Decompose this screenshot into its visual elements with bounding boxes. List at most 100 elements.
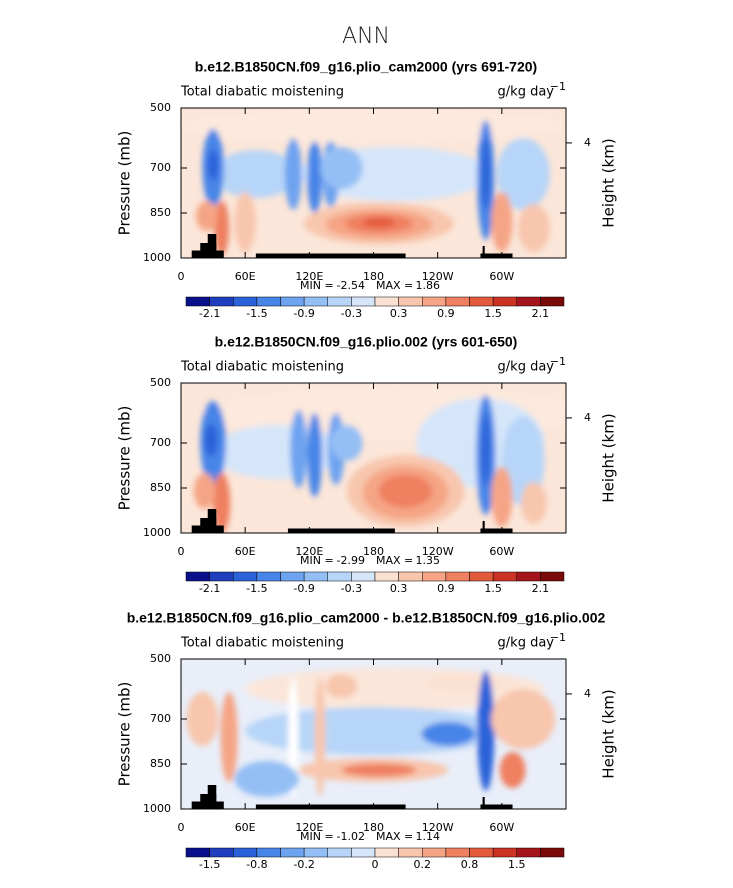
colorbar-box (492, 296, 517, 307)
colorbar-label: 0.9 (437, 582, 455, 595)
contour-region (477, 671, 495, 791)
min-value: -2.54 (337, 279, 365, 292)
contour-region (491, 467, 513, 527)
colorbar-box (209, 847, 234, 858)
contour-region (320, 147, 363, 189)
contour-region (362, 217, 395, 228)
contour-region (213, 473, 231, 533)
contour-region (496, 138, 550, 210)
contour-field (181, 108, 566, 258)
x-tick-label: 120E (295, 545, 323, 558)
x-tick-label: 0 (178, 270, 185, 283)
colorbar-box (398, 847, 423, 858)
contour-region (307, 413, 323, 497)
contour-shapes (181, 108, 566, 255)
colorbar-box (185, 571, 210, 582)
colorbar-box (422, 296, 447, 307)
x-tick-label: 120W (422, 545, 454, 558)
y2-axis-label: Height (km) (600, 138, 618, 227)
colorbar-label: -1.5 (199, 858, 220, 871)
colorbar-label: -0.2 (293, 858, 314, 871)
colorbar-label: -2.1 (199, 582, 220, 595)
colorbar-label: 1.5 (484, 307, 502, 320)
topography (480, 528, 513, 533)
x-tick-label: 180 (363, 545, 384, 558)
x-tick-label: 60E (235, 821, 256, 834)
colorbar-box (422, 571, 447, 582)
contour-region (284, 138, 302, 210)
colorbar-label: -0.8 (246, 858, 267, 871)
colorbar-box (233, 571, 258, 582)
colorbar-box (351, 847, 376, 858)
colorbar-box (303, 571, 328, 582)
contour-region (287, 677, 299, 797)
colorbar-box (422, 847, 447, 858)
colorbar-box (280, 847, 305, 858)
contour-region (290, 410, 308, 488)
colorbar-box (469, 571, 494, 582)
contour-region (234, 192, 256, 252)
contour-shapes (193, 386, 566, 533)
colorbar-label: -1.5 (246, 582, 267, 595)
colorbar-box (374, 571, 399, 582)
colorbar-label: 0.8 (461, 858, 479, 871)
topography (482, 246, 485, 258)
x-tick-label: 120E (295, 270, 323, 283)
colorbar-box (540, 296, 565, 307)
contour-region (193, 473, 216, 509)
colorbar-label: 0.2 (414, 858, 432, 871)
y-tick-label: 700 (150, 161, 171, 174)
colorbar-label: 0 (372, 858, 379, 871)
min-label: MIN = (300, 830, 334, 843)
colorbar-box (185, 296, 210, 307)
panel-title: b.e12.B1850CN.f09_g16.plio_cam2000 (yrs … (195, 59, 537, 75)
contour-region (207, 150, 219, 180)
x-tick-label: 60W (489, 270, 514, 283)
colorbar-label: 0.9 (437, 307, 455, 320)
x-tick-label: 60W (489, 545, 514, 558)
max-label: MAX = (376, 830, 413, 843)
colorbar-box (209, 571, 234, 582)
contour-region (521, 482, 547, 524)
panel-title: b.e12.B1850CN.f09_g16.plio_cam2000 - b.e… (127, 610, 606, 626)
contour-region (214, 201, 230, 255)
colorbar-box (516, 296, 541, 307)
contour-region (491, 192, 513, 252)
topography (480, 804, 513, 809)
contour-region (421, 722, 476, 746)
contour-region (213, 425, 342, 479)
x-tick-label: 0 (178, 545, 185, 558)
y-tick-label: 850 (150, 206, 171, 219)
colorbar-box (280, 571, 305, 582)
min-value: -2.99 (337, 554, 365, 567)
colorbar-box (351, 296, 376, 307)
figure-title: ANN (342, 24, 390, 49)
colorbar-label: -0.9 (293, 582, 314, 595)
units-exponent: −1 (550, 355, 566, 368)
colorbar-label: 1.5 (484, 582, 502, 595)
contour-region (378, 474, 433, 508)
y-tick-label: 500 (150, 652, 171, 665)
y-tick-label: 1000 (143, 251, 171, 264)
min-label: MIN = (300, 279, 334, 292)
colorbar-label: 0.3 (390, 307, 408, 320)
contour-region (213, 150, 299, 198)
y-tick-label: 1000 (143, 802, 171, 815)
contour-region (234, 761, 299, 797)
colorbar-label: 2.1 (532, 307, 550, 320)
colorbar-box (256, 847, 281, 858)
contour-region (481, 413, 491, 485)
topography (207, 785, 217, 809)
y2-axis-label: Height (km) (600, 689, 618, 778)
contour-region (426, 674, 513, 692)
colorbar-label: 2.1 (532, 582, 550, 595)
colorbar-label: -0.3 (341, 582, 362, 595)
max-value: 1.35 (416, 554, 441, 567)
colorbar-box (185, 847, 210, 858)
contour-region (481, 138, 491, 210)
colorbar-box (540, 571, 565, 582)
colorbar-box (233, 296, 258, 307)
field-name: Total diabatic moistening (180, 85, 344, 100)
colorbar-box (540, 847, 565, 858)
colorbar-box (516, 571, 541, 582)
